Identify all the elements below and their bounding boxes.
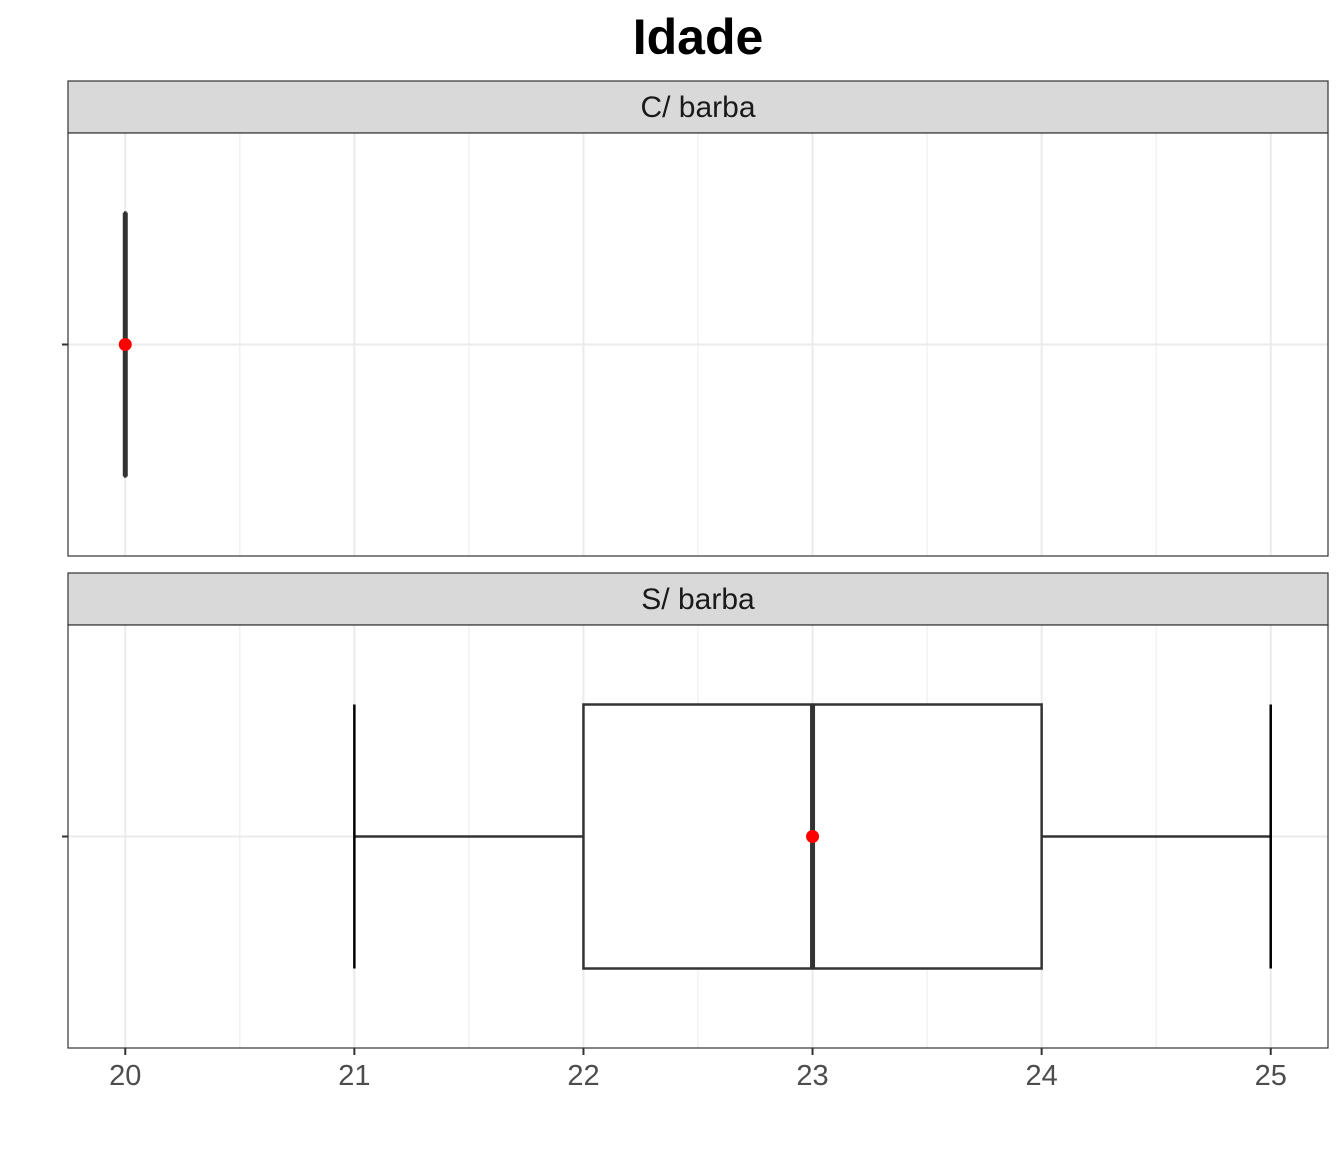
x-axis: 20 21 22 23 24 25 [109, 1048, 1287, 1092]
mean-point [806, 830, 820, 843]
facet-strip [67, 80, 1329, 134]
x-tick-label: 20 [109, 1060, 141, 1092]
facet-panels: C/ barba S/ barba [62, 80, 1329, 1049]
facet-strip-label: C/ barba [640, 91, 755, 124]
facet-panel: S/ barba [62, 572, 1329, 1049]
x-tick-label: 21 [338, 1060, 370, 1092]
x-tick-label: 23 [796, 1060, 828, 1092]
x-tick-label: 24 [1026, 1060, 1058, 1092]
mean-point [118, 338, 132, 351]
facet-panel: C/ barba [62, 80, 1329, 557]
panel-border [67, 624, 1329, 1049]
chart-title: Idade [633, 9, 764, 65]
x-tick-label: 22 [567, 1060, 599, 1092]
x-tick-label: 25 [1255, 1060, 1287, 1092]
panel-border [67, 132, 1329, 557]
facet-strip [67, 572, 1329, 626]
facet-strip-label: S/ barba [641, 583, 755, 616]
